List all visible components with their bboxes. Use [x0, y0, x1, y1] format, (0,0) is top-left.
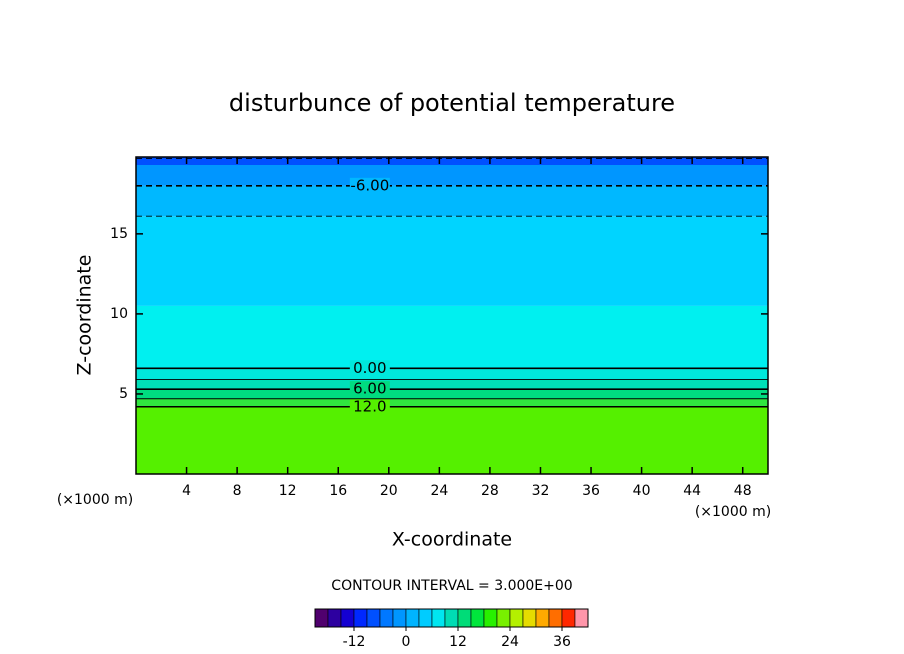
contour-label: 6.00: [353, 380, 386, 398]
colorbar-tick-label: 12: [449, 634, 467, 650]
contour-label: 0.00: [353, 359, 386, 377]
colorbar-box: [574, 608, 589, 628]
colorbar-frame: [314, 608, 589, 628]
axis-unit: (×1000 m): [57, 492, 133, 508]
axis-unit: (×1000 m): [695, 504, 771, 520]
colorbar-tick-label: 0: [402, 634, 411, 650]
contour-band: [136, 398, 768, 407]
colorbar-box: [353, 608, 368, 628]
colorbar-box: [392, 608, 407, 628]
colorbar-box: [405, 608, 420, 628]
colorbar-box: [444, 608, 459, 628]
contour-band: [136, 305, 768, 369]
contour-interval: CONTOUR INTERVAL = 3.000E+00: [331, 578, 572, 594]
contour-band: [136, 216, 768, 306]
y-axis-label: Z-coordinate: [74, 255, 96, 376]
colorbar-box: [379, 608, 394, 628]
x-tick-label: 36: [582, 483, 600, 499]
contour-band: [136, 157, 768, 166]
y-tick-label: 10: [110, 306, 128, 322]
contour-label-bg: [349, 398, 390, 415]
colorbar-box: [522, 608, 537, 628]
colorbar-box: [457, 608, 472, 628]
x-tick-label: 40: [633, 483, 651, 499]
colorbar-box: [366, 608, 381, 628]
x-axis-label: X-coordinate: [392, 529, 512, 551]
contour-label-bg: [349, 360, 390, 377]
contour-band: [136, 165, 768, 186]
chart-title: disturbunce of potential temperature: [229, 89, 675, 117]
x-tick-label: 28: [481, 483, 499, 499]
colorbar-box: [418, 608, 433, 628]
contour-label: -6.00: [350, 176, 389, 194]
contour-band: [136, 368, 768, 380]
contour-band: [136, 389, 768, 399]
colorbar-box: [535, 608, 550, 628]
x-tick-label: 12: [279, 483, 297, 499]
contour-label: 12.0: [353, 397, 386, 415]
colorbar-box: [561, 608, 576, 628]
colorbar-box: [496, 608, 511, 628]
colorbar-box: [548, 608, 563, 628]
colorbar-box: [340, 608, 355, 628]
contour-band: [136, 406, 768, 474]
contour-label-bg: [349, 381, 390, 398]
x-tick-label: 16: [329, 483, 347, 499]
contour-label-bg: [349, 177, 390, 194]
x-tick-label: 20: [380, 483, 398, 499]
colorbar-tick-label: 24: [501, 634, 519, 650]
colorbar-tick-label: -12: [343, 634, 366, 650]
y-tick-label: 5: [119, 386, 128, 402]
x-tick-label: 48: [734, 483, 752, 499]
x-tick-label: 8: [233, 483, 242, 499]
colorbar-box: [483, 608, 498, 628]
contour-band: [136, 379, 768, 390]
colorbar-box: [327, 608, 342, 628]
x-tick-label: 4: [182, 483, 191, 499]
x-tick-label: 32: [532, 483, 550, 499]
colorbar-box: [470, 608, 485, 628]
y-tick-label: 15: [110, 226, 128, 242]
plot-frame: [135, 156, 769, 475]
x-tick-label: 24: [430, 483, 448, 499]
colorbar-tick-label: 36: [553, 634, 571, 650]
colorbar-box: [509, 608, 524, 628]
contour-band: [136, 185, 768, 217]
colorbar-box: [431, 608, 446, 628]
colorbar-box: [314, 608, 329, 628]
x-tick-label: 44: [683, 483, 701, 499]
